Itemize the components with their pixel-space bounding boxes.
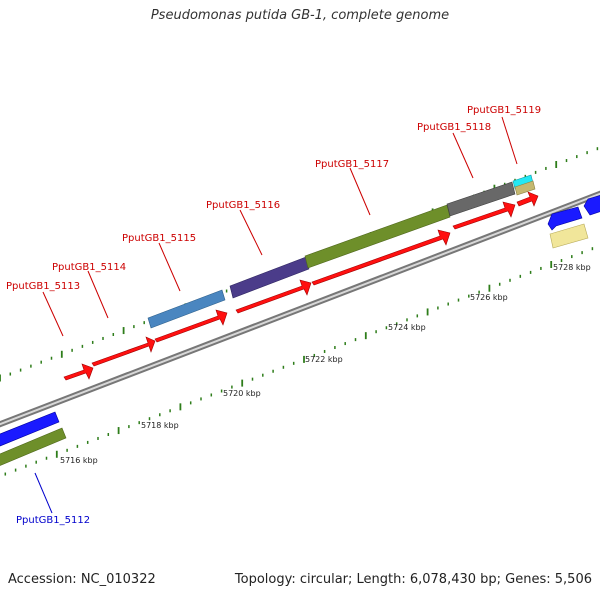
feature-right-bar[interactable] [549, 223, 589, 249]
leader-line-5118 [452, 132, 474, 179]
cds-5119[interactable] [516, 191, 539, 207]
cds-5115[interactable] [154, 309, 228, 343]
cds-5116[interactable] [235, 279, 312, 314]
cds-5114[interactable] [91, 336, 156, 367]
genome-summary-text: Topology: circular; Length: 6,078,430 bp… [234, 572, 592, 587]
gene-label-5113[interactable]: PputGB1_5113 [6, 281, 80, 292]
ruler-label: 5718 kbp [141, 421, 179, 430]
cds-5112-reverse[interactable] [0, 411, 60, 447]
cds-5113[interactable] [63, 363, 94, 381]
page-title: Pseudomonas putida GB-1, complete genome [150, 8, 450, 23]
ruler-label: 5720 kbp [223, 389, 261, 398]
leader-line-5117 [349, 167, 371, 216]
genome-backbone-highlight [0, 192, 600, 426]
feature-track-upper [147, 174, 536, 329]
leader-line-5119 [501, 116, 518, 165]
feature-5116-bar[interactable] [229, 256, 310, 299]
leader-line-5112 [34, 472, 53, 514]
ruler-label: 5728 kbp [553, 263, 591, 272]
cds-5118[interactable] [452, 201, 516, 230]
cds-5117[interactable] [311, 229, 451, 286]
gene-label-5115[interactable]: PputGB1_5115 [122, 233, 196, 244]
ruler-label: 5722 kbp [305, 355, 343, 364]
feature-5119-bar-b[interactable] [514, 180, 536, 196]
cds-reverse-right-1[interactable] [547, 206, 583, 231]
gene-label-5119[interactable]: PputGB1_5119 [467, 105, 541, 116]
leader-line-5115 [158, 242, 181, 292]
gene-label-5112[interactable]: PputGB1_5112 [16, 515, 90, 526]
leader-line-5114 [87, 270, 109, 319]
leader-line-5113 [42, 291, 64, 337]
feature-5115-bar[interactable] [147, 289, 226, 329]
feature-5112-bar[interactable] [0, 427, 67, 466]
leader-line-5116 [239, 209, 263, 256]
right-features [547, 194, 600, 249]
ruler-label: 5726 kbp [470, 293, 508, 302]
ruler-label: 5724 kbp [388, 323, 426, 332]
gene-label-5116[interactable]: PputGB1_5116 [206, 200, 280, 211]
gene-labels: PputGB1_5112 PputGB1_5113 PputGB1_5114 P… [6, 105, 541, 526]
ruler-label: 5716 kbp [60, 456, 98, 465]
feature-5117-bar[interactable] [304, 204, 451, 269]
gene-label-5117[interactable]: PputGB1_5117 [315, 159, 389, 170]
cds-forward-track [63, 191, 539, 381]
gene-label-5118[interactable]: PputGB1_5118 [417, 122, 491, 133]
accession-text: Accession: NC_010322 [8, 572, 156, 587]
left-features [0, 411, 67, 466]
ruler-labels: 5716 kbp 5718 kbp 5720 kbp 5722 kbp 5724… [60, 263, 591, 465]
feature-5118-bar[interactable] [446, 181, 516, 217]
cds-reverse-right-2[interactable] [583, 194, 600, 216]
gene-label-5114[interactable]: PputGB1_5114 [52, 262, 126, 273]
